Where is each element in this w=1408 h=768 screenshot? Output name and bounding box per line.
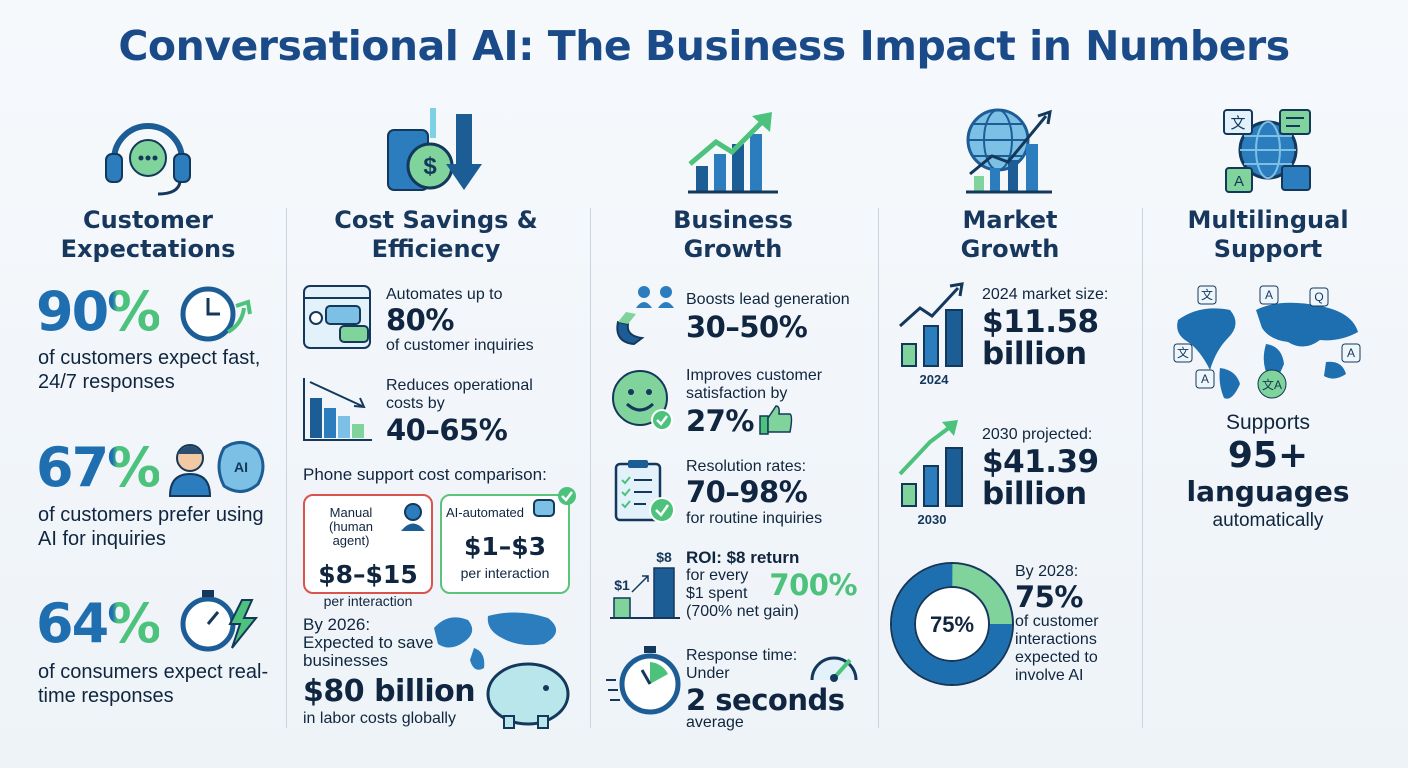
map-glyph: A [1201, 372, 1209, 386]
card-value: $1–$3 [463, 532, 547, 561]
projection-lead: By 2026: Expected to save businesses [303, 615, 434, 670]
world-map: 文 A Q 文 A A 文A [1173, 285, 1361, 399]
thumbs-up-icon [759, 405, 793, 435]
magnet-icon [616, 286, 674, 346]
clipboard-icon [614, 460, 675, 523]
column-heading: Customer Expectations [60, 206, 236, 263]
donut-chart: 75% [890, 562, 1014, 686]
column-heading: Market Growth [960, 206, 1060, 263]
chat-window-icon [303, 285, 371, 349]
gauge-icon [810, 656, 858, 682]
map-glyph: A [1265, 288, 1273, 302]
map-glyph: 文A [1262, 377, 1282, 392]
item-value: 40–65% [386, 413, 508, 447]
stat-value: 64% [36, 592, 161, 655]
donut-segment [892, 564, 1012, 684]
icon-label: AI [234, 459, 248, 475]
card-text: per interaction [323, 593, 413, 609]
stat-text: of customers expect fast, 24/7 responses [38, 347, 261, 393]
bar-label: $8 [656, 549, 672, 565]
column-heading: Business Growth [673, 206, 793, 263]
item-lead: Resolution rates: [686, 458, 807, 475]
item-lead: Reduces operational costs by [386, 377, 533, 412]
comparison-title: Phone support cost comparison: [303, 465, 547, 484]
response-text: average [686, 714, 744, 731]
chart-label: 2024 [920, 372, 950, 387]
card-label: AI-automated [445, 505, 525, 520]
divider [590, 208, 591, 728]
icon-glyph: 文 [1230, 115, 1245, 132]
declining-chart-icon [303, 378, 372, 441]
item-lead: Automates up to [386, 286, 503, 303]
language-unit: languages [1186, 475, 1350, 508]
agent-icon [401, 503, 425, 531]
stopwatch-icon [180, 590, 259, 652]
item-lead: 2024 market size: [982, 286, 1109, 303]
item-lead: 2030 projected: [982, 426, 1093, 443]
donut-text: of customer interactions expected to inv… [1015, 613, 1099, 684]
language-globe-icon: 文 A [1223, 109, 1311, 193]
market-chart-icon: 2024 [898, 282, 964, 387]
language-value: 95+ [1227, 435, 1309, 476]
response-lead: Response time: Under [686, 647, 798, 682]
card-label: Manual (human agent) [328, 505, 374, 548]
map-glyph: A [1347, 346, 1355, 360]
map-glyph: Q [1314, 290, 1323, 304]
bar-label: $1 [614, 577, 630, 593]
coins-icon: $ [387, 108, 482, 191]
item-value: $11.58 billion [982, 304, 1099, 372]
language-text: automatically [1212, 510, 1324, 531]
item-value: 30–50% [686, 310, 808, 344]
growth-chart-icon [688, 112, 778, 194]
donut-label: 75% [930, 612, 974, 637]
donut-lead: By 2028: [1015, 563, 1079, 580]
divider [1142, 208, 1143, 728]
stat-text: of customers prefer using AI for inquiri… [38, 504, 264, 550]
item-value: 80% [386, 303, 454, 337]
item-text: for routine inquiries [686, 510, 823, 527]
item-value: $41.39 billion [982, 444, 1099, 512]
roi-chart-icon: $1 $8 [610, 549, 680, 619]
headset-icon [105, 123, 191, 196]
map-glyph: 文 [1201, 287, 1213, 302]
globe-growth-icon [966, 108, 1052, 194]
item-text: of customer inquiries [386, 337, 534, 354]
language-lead: Supports [1225, 411, 1311, 434]
projection-value: $80 billion [303, 674, 476, 709]
item-lead: Boosts lead generation [686, 291, 850, 308]
stopwatch-icon [606, 646, 681, 715]
language-block: Supports 95+ languages automatically [1150, 410, 1386, 534]
stat-value: 90% [36, 280, 161, 343]
stat-value: 67% [36, 436, 161, 499]
card-value: $8–$15 [318, 560, 418, 589]
smiley-icon [612, 370, 673, 431]
title: Conversational AI: The Business Impact i… [118, 22, 1290, 70]
card-text: per interaction [460, 565, 550, 581]
market-chart-icon: 2030 [898, 420, 963, 527]
roi-text: for every $1 spent (700% net gain) [686, 567, 799, 620]
person-ai-icon: AI [168, 441, 265, 497]
map-piggy-icon [434, 612, 570, 729]
item-value: 27% [686, 404, 754, 438]
response-value: 2 seconds [686, 683, 845, 717]
roi-title: ROI: $8 return [686, 548, 800, 567]
clock-icon [180, 286, 252, 342]
stat-text: of consumers expect real-time responses [38, 661, 269, 707]
svg-text:$: $ [423, 153, 437, 180]
roi-highlight: 700% [769, 568, 857, 602]
chart-label: 2030 [918, 512, 947, 527]
map-glyph: 文 [1177, 345, 1189, 360]
item-value: 70–98% [686, 475, 808, 509]
icon-glyph: A [1234, 173, 1244, 190]
column-heading: Multilingual Support [1187, 206, 1349, 263]
item-lead: Improves customer satisfaction by [686, 367, 823, 402]
divider [878, 208, 879, 728]
projection-text: in labor costs globally [303, 710, 456, 727]
divider [286, 208, 287, 728]
robot-check-icon [533, 487, 576, 517]
donut-value: 75% [1015, 580, 1083, 614]
column-heading: Cost Savings & Efficiency [334, 206, 538, 263]
roi-block: ROI: $8 return 700% for every $1 spent (… [686, 549, 861, 621]
